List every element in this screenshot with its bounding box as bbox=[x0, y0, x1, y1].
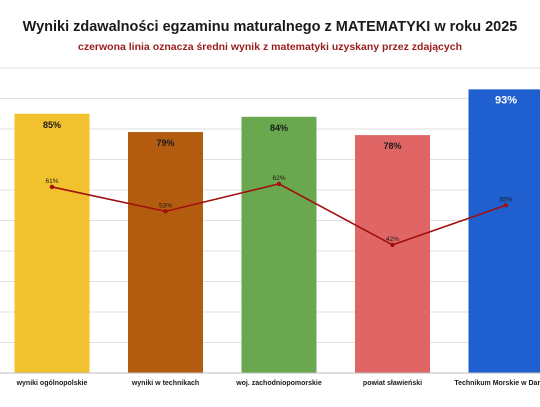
x-tick-label: woj. zachodniopomorskie bbox=[235, 380, 322, 387]
average-value-label: 62% bbox=[272, 175, 285, 182]
chart-subtitle: czerwona linia oznacza średni wynik z ma… bbox=[78, 41, 462, 53]
bar-value-label: 84% bbox=[270, 123, 288, 133]
chart-title: Wyniki zdawalności egzaminu maturalnego … bbox=[22, 19, 518, 35]
average-point bbox=[390, 242, 395, 248]
bar bbox=[128, 132, 203, 373]
x-tick-label: Technikum Morskie w Darłowie bbox=[454, 380, 540, 387]
bar bbox=[355, 135, 430, 373]
bar bbox=[241, 116, 317, 374]
x-tick-label: powiat sławieński bbox=[363, 380, 422, 387]
bar-value-label: 79% bbox=[156, 138, 174, 148]
average-point bbox=[276, 181, 282, 187]
average-point bbox=[49, 184, 55, 190]
bar-value-label: 85% bbox=[43, 120, 61, 130]
bar bbox=[14, 113, 90, 373]
bar-value-label: 93% bbox=[495, 94, 517, 106]
average-value-label: 55% bbox=[499, 196, 512, 203]
x-tick-label: wyniki w technikach bbox=[131, 380, 199, 387]
average-value-label: 61% bbox=[45, 178, 58, 185]
bar-value-label: 78% bbox=[383, 141, 401, 151]
x-tick-label: wyniki ogólnopolskie bbox=[16, 380, 88, 387]
average-value-label: 53% bbox=[159, 202, 172, 209]
average-value-label: 42% bbox=[386, 236, 399, 243]
bar bbox=[468, 89, 540, 373]
average-point bbox=[163, 209, 168, 214]
average-point bbox=[503, 203, 509, 208]
